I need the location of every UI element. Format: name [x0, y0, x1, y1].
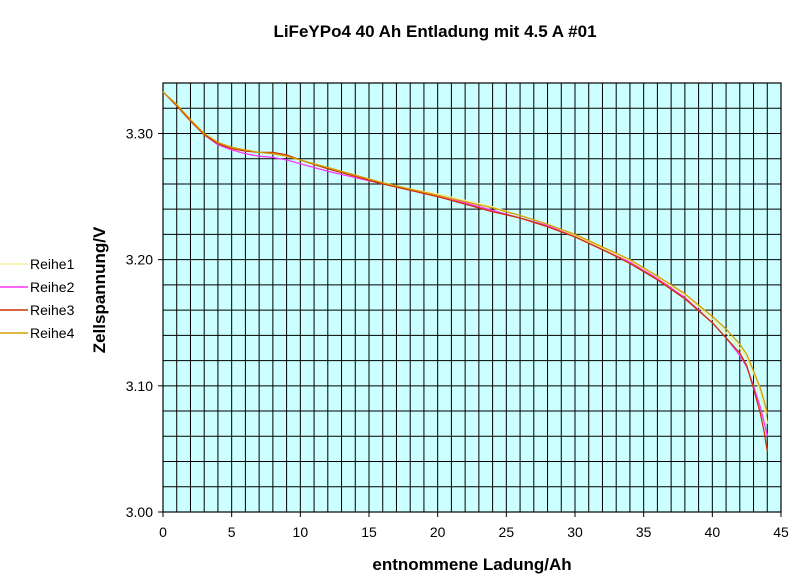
- x-axis-title: entnommene Ladung/Ah: [372, 555, 571, 574]
- x-tick-label: 30: [567, 524, 583, 540]
- series-line: [162, 91, 768, 437]
- x-tick-label: 15: [361, 524, 377, 540]
- legend-label: Reihe1: [30, 256, 75, 272]
- y-tick-label: 3.30: [126, 125, 153, 141]
- x-axis-ticks: 0 5 10 15 20 25 30 35 40 45: [159, 512, 789, 540]
- x-tick-label: 5: [228, 524, 236, 540]
- y-tick-label: 3.00: [126, 504, 153, 520]
- y-axis-ticks: 3.00 3.10 3.20 3.30: [126, 125, 163, 520]
- legend-label: Reihe3: [30, 302, 75, 318]
- y-tick-label: 3.20: [126, 252, 153, 268]
- x-tick-label: 20: [430, 524, 446, 540]
- y-tick-label: 3.10: [126, 378, 153, 394]
- legend: Reihe1 Reihe2 Reihe3 Reihe4: [0, 256, 75, 341]
- x-tick-label: 40: [705, 524, 721, 540]
- chart-title: LiFeYPo4 40 Ah Entladung mit 4.5 A #01: [273, 22, 596, 41]
- series-line: [162, 91, 768, 414]
- legend-label: Reihe4: [30, 325, 75, 341]
- x-tick-label: 25: [499, 524, 515, 540]
- series-line: [162, 91, 768, 452]
- x-tick-label: 10: [293, 524, 309, 540]
- plot-border: [162, 82, 782, 513]
- x-tick-label: 35: [636, 524, 652, 540]
- x-tick-label: 0: [159, 524, 167, 540]
- x-tick-label: 45: [773, 524, 789, 540]
- series-group: [162, 91, 768, 452]
- y-axis-title: Zellspannung/V: [90, 226, 109, 353]
- legend-label: Reihe2: [30, 279, 75, 295]
- plot-area: [163, 83, 781, 512]
